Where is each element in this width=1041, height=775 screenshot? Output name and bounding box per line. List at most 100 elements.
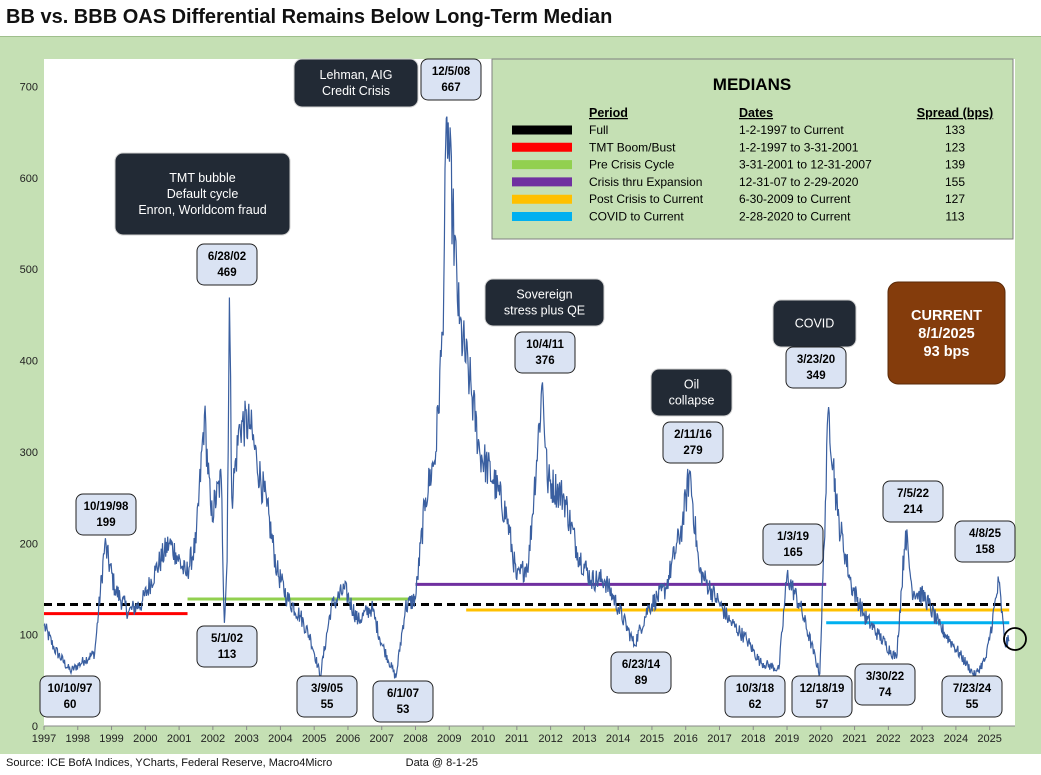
medians-spread: 139 (945, 158, 965, 172)
point-label-box (791, 675, 853, 718)
point-label-box (762, 523, 824, 566)
point-label-date: 12/18/19 (800, 683, 845, 695)
point-label-date: 12/5/08 (432, 66, 471, 78)
x-tick-label: 2003 (234, 733, 258, 745)
point-label-value: 158 (975, 544, 995, 556)
event-box (114, 152, 291, 236)
x-tick-label: 2001 (167, 733, 191, 745)
point-label-box (514, 331, 576, 374)
x-tick-label: 2022 (876, 733, 900, 745)
event-text: Enron, Worldcom fraud (138, 203, 266, 217)
point-label-value: 376 (535, 355, 554, 367)
event-text: stress plus QE (504, 304, 585, 318)
point-label-box (882, 480, 944, 523)
point-label-box (372, 680, 434, 723)
point-label-box (196, 243, 258, 286)
medians-header: Dates (739, 106, 773, 120)
medians-spread: 127 (945, 192, 965, 206)
medians-dates: 6-30-2009 to Current (739, 192, 851, 206)
x-tick-label: 1997 (32, 733, 56, 745)
medians-period: Crisis thru Expansion (589, 175, 702, 189)
y-tick-label: 100 (20, 630, 38, 642)
medians-spread: 113 (945, 210, 964, 224)
chart-svg: 0 100 200 300 400 500 600 700 1997 1998 1999 2000 20… (20, 58, 1027, 745)
point-label-date: 3/9/05 (311, 683, 344, 695)
point-label-value: 214 (903, 504, 923, 516)
point-label-date: 10/4/11 (526, 339, 564, 351)
medians-period: COVID to Current (589, 210, 684, 224)
event-text: COVID (795, 317, 835, 331)
x-tick-label: 2013 (572, 733, 596, 745)
event-boxes: TMT bubble Default cycle Enron, Worldcom f… (114, 58, 857, 417)
source-note: Source: ICE BofA Indices, YCharts, Feder… (6, 757, 478, 769)
point-label-value: 57 (816, 699, 829, 711)
medians-header: Spread (bps) (917, 106, 993, 120)
x-tick-label: 2024 (944, 733, 968, 745)
y-tick-label: 500 (20, 264, 38, 276)
x-tick-label: 2002 (201, 733, 225, 745)
chart-frame: 0 100 200 300 400 500 600 700 1997 1998 1999 2000 20… (0, 36, 1041, 754)
event-text: collapse (669, 394, 715, 408)
point-label-box (954, 520, 1016, 563)
medians-panel (491, 58, 1014, 240)
title-bar: BB vs. BBB OAS Differential Remains Belo… (0, 0, 1041, 36)
point-label-value: 53 (397, 704, 410, 716)
point-label-date: 6/23/14 (622, 659, 661, 671)
point-label-value: 55 (321, 699, 334, 711)
x-tick-label: 2021 (842, 733, 866, 745)
x-tick-label: 2025 (977, 733, 1001, 745)
point-labels: 10/10/97 60 10/19/98 199 6/28/02 469 5/1/02 113… (39, 58, 1016, 723)
point-label-box (296, 675, 358, 718)
x-tick-label: 2010 (471, 733, 495, 745)
x-tick-label: 2023 (910, 733, 934, 745)
y-tick-label: 400 (20, 356, 38, 368)
point-label-date: 10/19/98 (84, 501, 129, 513)
x-tick-label: 2015 (640, 733, 664, 745)
median-lines (44, 582, 1010, 625)
point-label-date: 10/10/97 (48, 683, 93, 695)
event-text: Default cycle (167, 187, 239, 201)
point-label-value: 113 (218, 649, 237, 661)
medians-period: Post Crisis to Current (589, 192, 704, 206)
point-label-date: 10/3/18 (736, 683, 775, 695)
medians-spread: 123 (945, 140, 965, 154)
x-tick-label: 2000 (133, 733, 157, 745)
point-label-box (75, 493, 137, 536)
point-label-value: 279 (683, 445, 702, 457)
event-text: Credit Crisis (322, 84, 390, 98)
current-box: CURRENT 8/1/2025 93 bps (887, 281, 1006, 385)
point-label-date: 3/30/22 (866, 671, 904, 683)
current-text: CURRENT (911, 308, 982, 324)
medians-dates: 2-28-2020 to Current (739, 210, 851, 224)
medians-period: TMT Boom/Bust (589, 140, 676, 154)
point-label-box (724, 675, 786, 718)
medians-period: Pre Crisis Cycle (589, 158, 675, 172)
x-tick-label: 2007 (369, 733, 393, 745)
current-marker-circle (1003, 627, 1027, 651)
x-tick-label: 2004 (268, 733, 292, 745)
event-box (484, 278, 605, 327)
x-tick-label: 2014 (606, 733, 630, 745)
x-tick-label: 1999 (99, 733, 123, 745)
medians-dates: 1-2-1997 to 3-31-2001 (739, 140, 859, 154)
event-text: Oil (684, 378, 699, 392)
point-label-box (662, 421, 724, 464)
medians-dates: 12-31-07 to 2-29-2020 (739, 175, 859, 189)
event-text: Sovereign (516, 288, 572, 302)
x-tick-label: 2019 (775, 733, 799, 745)
y-tick-label: 700 (20, 81, 38, 93)
medians-spread: 133 (945, 123, 965, 137)
current-text: 8/1/2025 (918, 326, 974, 342)
medians-dates: 1-2-1997 to Current (739, 123, 844, 137)
point-label-value: 74 (879, 687, 892, 699)
x-tick-label: 2009 (437, 733, 461, 745)
current-text: 93 bps (924, 344, 970, 360)
point-label-date: 7/23/24 (953, 683, 992, 695)
data-date: Data @ 8-1-25 (405, 757, 478, 769)
medians-spread: 155 (945, 175, 965, 189)
point-label-value: 62 (749, 699, 762, 711)
y-tick-label: 600 (20, 173, 38, 185)
point-label-box (941, 675, 1003, 718)
medians-header: Period (589, 106, 628, 120)
point-label-date: 4/8/25 (969, 528, 1002, 540)
